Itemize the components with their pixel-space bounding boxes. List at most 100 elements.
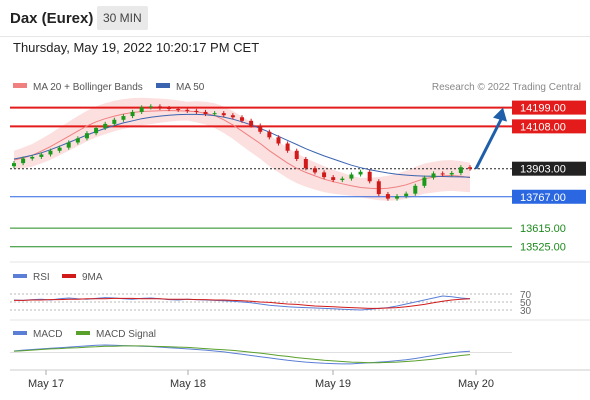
candle-body <box>258 125 263 132</box>
macd-line <box>13 344 471 365</box>
candle-body <box>176 109 181 111</box>
rsi-legend-label: RSI <box>33 272 50 283</box>
level-label: 13615.00 <box>520 223 566 235</box>
candle-body <box>48 150 53 155</box>
bb-legend-swatch <box>13 83 27 88</box>
candle-body <box>404 193 409 197</box>
x-tick-label: May 20 <box>458 378 494 390</box>
rsi-ma-legend-label: 9MA <box>82 272 103 283</box>
macd-signal-legend-swatch <box>76 331 90 335</box>
candle-body <box>331 177 336 181</box>
candle-body <box>458 167 463 174</box>
candle-body <box>94 128 99 134</box>
bb-legend-label: MA 20 + Bollinger Bands <box>33 82 143 93</box>
ma50-legend-label: MA 50 <box>176 82 205 93</box>
rsi-line <box>13 295 471 311</box>
candle-body <box>103 123 108 129</box>
chart-header: Dax (Eurex) 30 MIN <box>0 0 590 37</box>
macd-legend-swatch <box>13 331 27 335</box>
candle-body <box>21 158 26 164</box>
candle-body <box>130 111 135 117</box>
candle-body <box>358 171 363 175</box>
x-tick-label: May 19 <box>315 378 351 390</box>
macd-signal-legend-label: MACD Signal <box>96 329 156 340</box>
price-levels: 14199.00 14108.00 13903.00 13767.00 13615.00… <box>10 100 586 254</box>
level-tag <box>512 119 586 134</box>
candle-body <box>221 113 226 116</box>
candle-body <box>376 181 381 195</box>
candle-body <box>84 133 89 139</box>
symbol-title: Dax (Eurex) <box>10 10 94 27</box>
candle-body <box>112 119 117 124</box>
timestamp: Thursday, May 19, 2022 10:20:17 PM CET <box>13 40 260 55</box>
rsi-ma-line <box>14 297 471 309</box>
forecast-arrow <box>474 107 507 170</box>
x-axis-ticks: May 17 May 18 May 19 May 20 <box>28 370 494 390</box>
level-label: 13525.00 <box>520 242 566 254</box>
rsi-legend-swatch <box>13 274 27 278</box>
candle-body <box>413 185 418 194</box>
candle-body <box>322 172 327 178</box>
candle-body <box>185 109 190 111</box>
candle-body <box>385 194 390 199</box>
candle-body <box>349 174 354 179</box>
ma20-line <box>13 109 471 190</box>
level-tag <box>512 189 586 204</box>
rsi-tick-label: 70 <box>520 290 532 301</box>
candle-body <box>422 177 427 186</box>
x-tick-label: May 18 <box>170 378 206 390</box>
candle-body <box>249 120 254 126</box>
candle-body <box>12 163 16 167</box>
candle-body <box>303 158 308 169</box>
candle-body <box>468 167 472 169</box>
candle-body <box>431 173 436 178</box>
timeframe-badge[interactable]: 30 MIN <box>97 6 148 30</box>
level-tag <box>512 161 586 176</box>
candle-body <box>194 110 199 112</box>
candle-body <box>203 111 208 114</box>
rsi-tick-label: 30 <box>520 306 532 317</box>
bollinger-band <box>14 97 470 201</box>
candlesticks <box>12 104 472 201</box>
candle-body <box>212 113 217 115</box>
rsi-tick-label: 50 <box>520 298 532 309</box>
candle-body <box>30 156 35 159</box>
candle-body <box>240 117 244 121</box>
candle-body <box>449 173 454 175</box>
macd-signal-line <box>13 345 471 364</box>
candle-body <box>294 150 299 159</box>
x-tick-label: May 17 <box>28 378 64 390</box>
candle-body <box>230 115 235 118</box>
candle-body <box>267 131 272 138</box>
candle-body <box>167 108 172 110</box>
forecast-arrow-line <box>474 114 505 170</box>
candle-body <box>39 154 44 157</box>
candle-body <box>340 178 345 181</box>
candle-body <box>312 168 317 173</box>
candle-body <box>395 196 400 199</box>
level-label: 14108.00 <box>520 121 566 133</box>
level-label: 13903.00 <box>520 164 566 176</box>
candle-body <box>57 147 62 151</box>
candle-body <box>157 106 162 109</box>
candle-body <box>121 116 126 120</box>
level-label: 13767.00 <box>520 192 566 204</box>
ma50-legend-swatch <box>156 83 170 88</box>
macd-legend-label: MACD <box>33 329 62 340</box>
rsi-ma-legend-swatch <box>62 274 76 278</box>
candle-body <box>367 171 372 182</box>
level-tag <box>512 100 586 115</box>
candle-body <box>148 106 153 108</box>
level-label: 14199.00 <box>520 103 566 115</box>
candle-body <box>285 143 290 151</box>
bollinger-band-area <box>14 97 470 201</box>
candle-body <box>276 137 281 144</box>
candle-body <box>139 107 144 112</box>
candle-body <box>66 142 71 148</box>
candle-body <box>440 173 445 175</box>
candle-body <box>75 138 80 143</box>
credit-label: Research © 2022 Trading Central <box>432 82 581 93</box>
macd-panel <box>10 344 512 365</box>
